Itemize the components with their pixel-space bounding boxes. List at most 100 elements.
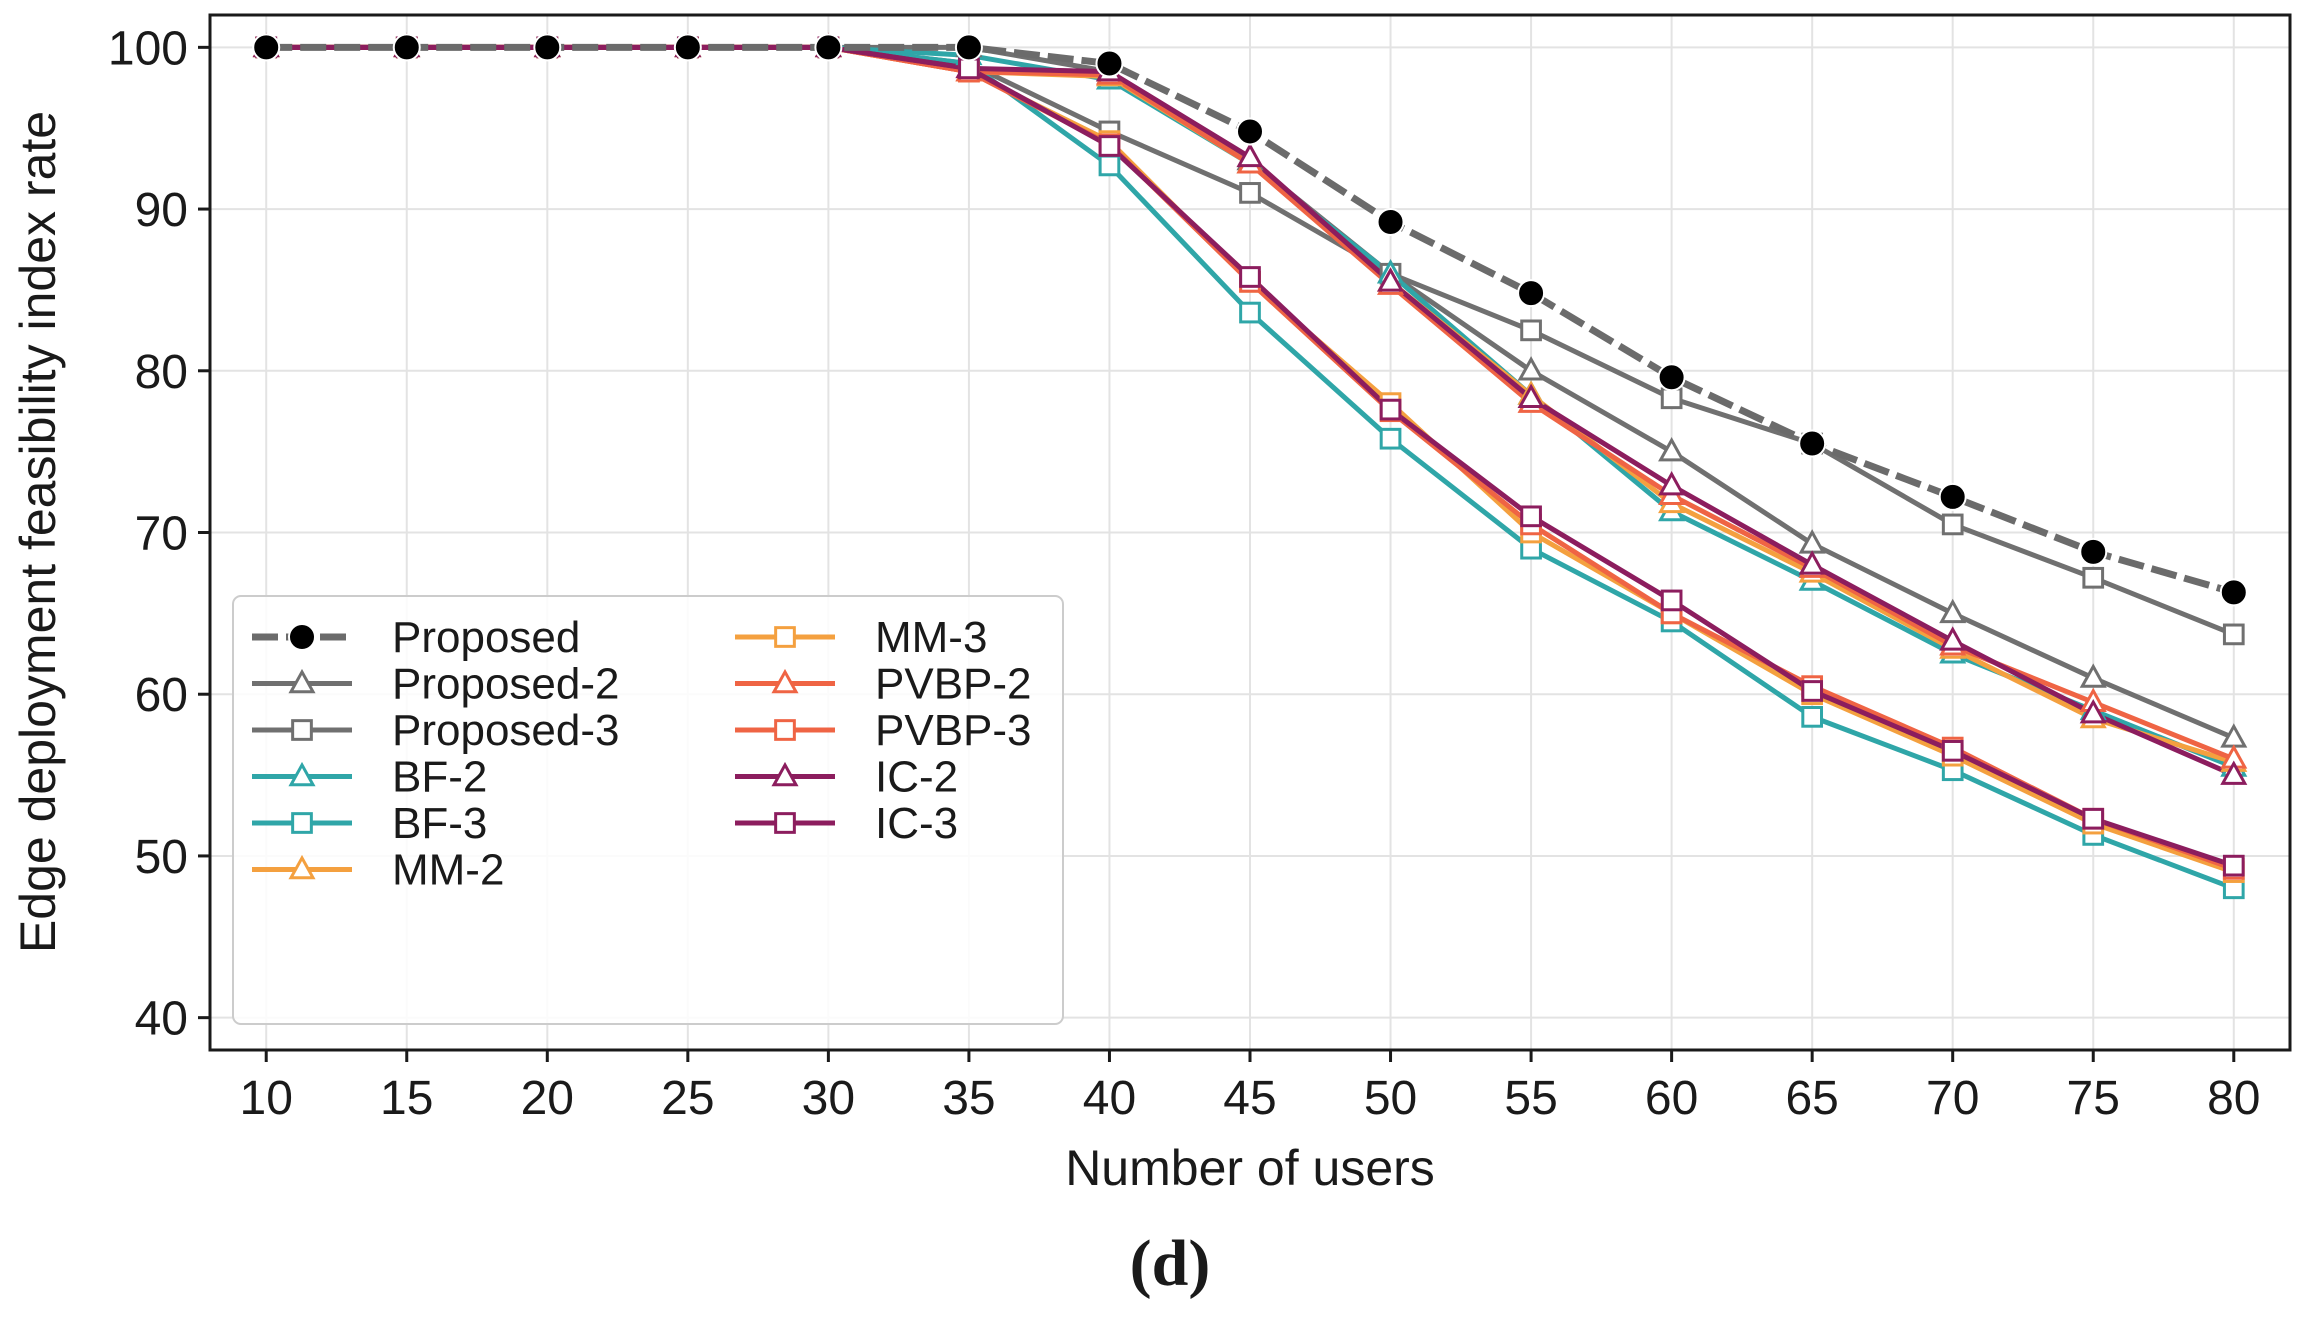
data-point-proposed [814,33,843,62]
x-axis: 10 15 20 25 30 35 40 45 50 55 60 65 70 75 80 [240,1050,2260,1125]
x-tick-label: 35 [942,1072,995,1125]
legend-marker-ic-3 [774,812,796,834]
data-point-proposed-3 [1660,387,1683,410]
x-tick-label: 80 [2207,1072,2260,1125]
data-point-proposed-3 [2082,566,2105,589]
data-point-ic-2 [1939,626,1967,651]
data-point-ic-2 [1376,267,1405,292]
data-point-proposed [954,33,983,62]
y-tick-label: 70 [135,508,188,561]
legend-label-bf-2: BF-2 [392,753,487,802]
x-axis-label: Number of users [1065,1140,1435,1196]
legend-marker-mm-3 [774,626,796,648]
x-tick-label: 75 [2067,1072,2120,1125]
data-point-ic-3 [2222,854,2245,877]
data-point-proposed-2 [1939,598,1967,624]
data-point-ic-3 [1660,589,1683,612]
x-tick-label: 60 [1645,1072,1698,1125]
data-point-ic-3 [1098,135,1121,157]
data-point-proposed [1095,49,1124,78]
legend-marker-mm-2 [288,854,316,880]
data-point-ic-2 [2220,760,2248,785]
legend: ProposedProposed-2Proposed-3BF-2BF-3MM-2… [232,595,1064,1025]
data-point-ic-3 [2082,807,2105,830]
data-point-proposed-2 [1517,356,1545,381]
y-tick-label: 100 [108,22,188,75]
x-tick-label: 15 [380,1072,433,1125]
x-tick-label: 55 [1504,1072,1557,1125]
x-tick-label: 20 [521,1072,574,1125]
legend-frame [232,595,1064,1025]
y-tick-label: 90 [135,184,188,237]
data-point-ic-3 [1239,266,1261,288]
data-point-ic-3 [1801,680,1824,702]
data-point-proposed-3 [1520,319,1542,342]
data-point-proposed-3 [1239,182,1261,204]
figure-caption: (d) [1130,1227,1211,1300]
legend-label-mm-3: MM-3 [875,613,987,662]
x-tick-label: 50 [1364,1072,1417,1125]
data-point-ic-2 [2079,698,2107,724]
legend-label-mm-2: MM-2 [392,846,504,895]
y-axis: 40 50 60 70 80 90 100 [108,22,210,1046]
data-point-bf-3 [1098,154,1121,177]
legend-label-proposed-2: Proposed-2 [392,660,619,709]
data-point-proposed [252,33,281,62]
data-point-proposed-2 [1658,437,1686,462]
data-point-proposed [533,33,562,62]
legend-marker-pvbp-3 [774,719,796,741]
y-tick-label: 60 [135,669,188,722]
data-point-proposed [673,33,702,62]
data-point-ic-2 [1658,470,1686,496]
y-tick-label: 40 [135,993,188,1046]
x-tick-label: 45 [1223,1072,1276,1125]
data-point-proposed [2079,537,2108,566]
data-point-proposed [1236,117,1264,146]
legend-marker-bf-2 [288,761,316,787]
data-point-proposed [2219,578,2248,607]
legend-label-pvbp-3: PVBP-3 [875,706,1032,755]
data-point-proposed-3 [2222,623,2245,646]
x-tick-label: 25 [661,1072,714,1125]
data-point-ic-3 [958,57,980,80]
legend-marker-bf-3 [291,812,313,834]
data-point-ic-3 [1941,739,1964,762]
legend-label-ic-3: IC-3 [875,799,958,848]
y-axis-label: Edge deployment feasibility index rate [10,111,66,953]
data-point-proposed [1938,482,1967,511]
data-point-ic-3 [1379,398,1402,421]
series-markers [252,32,2248,900]
data-point-proposed [1517,279,1546,308]
legend-label-pvbp-2: PVBP-2 [875,660,1032,709]
legend-label-ic-2: IC-2 [875,753,958,802]
data-point-proposed-3 [1941,513,1964,536]
data-point-proposed [392,33,421,62]
data-point-bf-3 [1801,706,1824,728]
legend-label-bf-3: BF-3 [392,799,487,848]
data-point-ic-2 [1798,550,1826,575]
x-tick-label: 40 [1083,1072,1136,1125]
data-point-proposed-2 [2079,663,2107,688]
data-point-ic-2 [1236,142,1264,168]
data-point-proposed [1657,363,1686,392]
legend-marker-proposed-3 [291,719,313,741]
x-tick-label: 70 [1926,1072,1979,1125]
data-point-bf-3 [1379,427,1402,450]
data-point-proposed [1376,208,1405,236]
data-point-proposed [1798,429,1827,458]
y-tick-label: 80 [135,346,188,399]
y-tick-label: 50 [135,831,188,884]
legend-marker-pvbp-2 [771,668,799,694]
data-point-bf-3 [1239,301,1261,324]
legend-label-proposed-3: Proposed-3 [392,706,619,755]
legend-marker-ic-2 [771,761,799,787]
data-point-ic-3 [1520,505,1542,528]
legend-label-proposed: Proposed [392,613,580,662]
legend-marker-proposed [288,623,316,651]
x-tick-label: 10 [240,1072,293,1125]
data-point-ic-2 [1517,383,1545,409]
x-tick-label: 30 [802,1072,855,1125]
legend-marker-proposed-2 [288,668,316,694]
x-tick-label: 65 [1785,1072,1838,1125]
